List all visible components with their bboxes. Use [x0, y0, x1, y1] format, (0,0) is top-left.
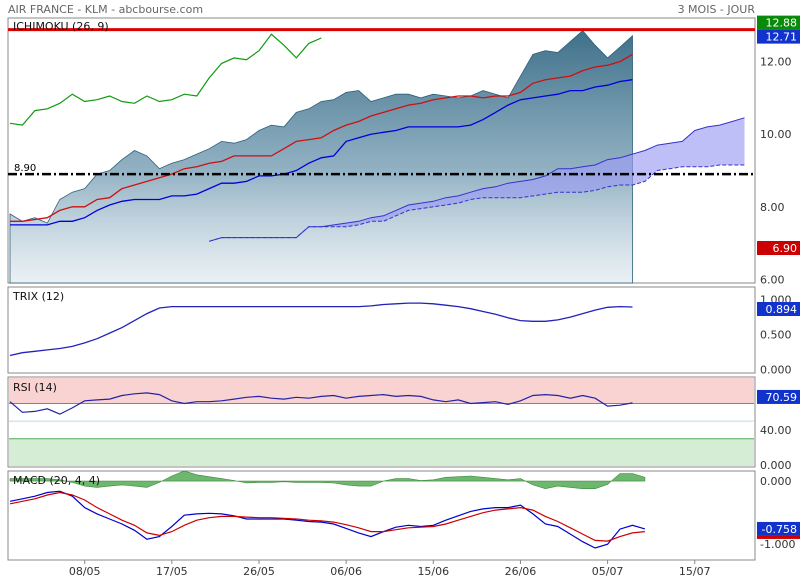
macd-tick-label: 0.000 [760, 475, 792, 488]
x-tick-label: 15/07 [679, 565, 711, 578]
macd-line [9, 490, 646, 549]
price-current-label-bg [757, 29, 800, 44]
x-tick-label: 05/07 [592, 565, 624, 578]
rsi-current-label-bg [757, 389, 800, 404]
resistance-value-label: 12.88 [766, 17, 798, 30]
macd-chart-marks: 0.000 -1.000 -0.758 [9, 470, 800, 551]
rsi-tick-label: 40.00 [760, 424, 792, 437]
rsi-current-label: 70.59 [766, 391, 798, 404]
trix-current-label-bg [757, 301, 800, 316]
resistance-value-label-bg [757, 15, 800, 30]
rsi-legend: RSI (14) [13, 381, 57, 394]
rsi-oversold-zone [9, 438, 754, 466]
x-tick-label: 15/06 [417, 565, 449, 578]
price-current-label: 12.71 [766, 31, 798, 44]
rsi-tick-label: 0.000 [760, 459, 792, 472]
rsi-chart-marks: 40.00 0.000 70.59 [9, 378, 800, 472]
macd-tick-label: -1.000 [760, 538, 795, 551]
trix-legend: TRIX (12) [12, 290, 64, 303]
x-tick-label: 26/05 [243, 565, 275, 578]
x-tick-label: 08/05 [69, 565, 101, 578]
chikou-line [9, 33, 322, 126]
x-tick-label: 26/06 [505, 565, 537, 578]
price-tick-label: 6.00 [760, 273, 785, 286]
macd-current-label: -0.758 [762, 523, 797, 536]
ichimoku-legend: ICHIMOKU (26, 9) [13, 20, 109, 33]
price-chart-marks: 12.00 10.00 8.00 6.00 12.88 8.90 12.71 6.90 [8, 15, 800, 286]
cloud-value-label-bg [757, 241, 800, 255]
rsi-line [9, 392, 633, 415]
macd-histogram [9, 470, 646, 490]
x-tick-label: 06/06 [330, 565, 362, 578]
macd-legend: MACD (20, 4, 4) [13, 474, 100, 487]
rsi-overbought-zone [9, 378, 754, 404]
trix-line [9, 302, 633, 357]
x-axis: 08/05 17/05 26/05 06/06 15/06 26/06 05/07 15/07 [69, 560, 711, 578]
trix-tick-label: 0.500 [760, 329, 792, 342]
senkou-span-b [209, 164, 745, 242]
support-value-label: 8.90 [14, 163, 36, 174]
kijun-line [10, 53, 633, 222]
macd-signal-marker [757, 535, 800, 539]
macd-signal-line [9, 491, 645, 542]
trix-current-label: 0.894 [766, 303, 798, 316]
trix-panel [7, 286, 756, 374]
price-tick-label: 10.00 [760, 128, 792, 141]
price-area [9, 30, 633, 284]
rsi-panel [7, 376, 756, 468]
chart-title: AIR FRANCE - KLM - abcbourse.com [8, 3, 203, 16]
tenkan-line [10, 79, 633, 226]
x-tick-label: 17/05 [156, 565, 188, 578]
price-tick-label: 8.00 [760, 201, 785, 214]
macd-current-label-bg [757, 521, 800, 536]
ichimoku-cloud [209, 117, 745, 242]
period-label: 3 MOIS - JOUR [678, 3, 756, 16]
cloud-value-label: 6.90 [773, 242, 798, 255]
trix-tick-label: 0.000 [760, 364, 792, 377]
price-tick-label: 12.00 [760, 56, 792, 69]
macd-panel [7, 470, 756, 561]
